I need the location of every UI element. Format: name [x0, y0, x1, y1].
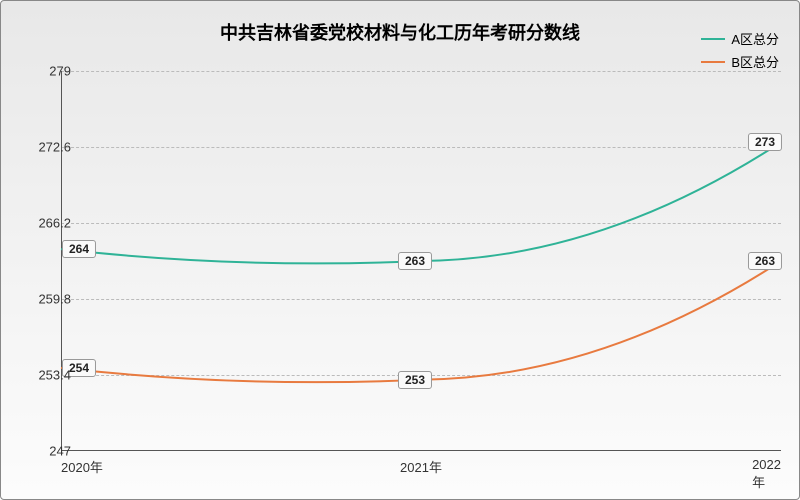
legend-item-b: B区总分 — [701, 52, 779, 71]
y-tick-label: 259.8 — [38, 292, 71, 307]
chart-title: 中共吉林省委党校材料与化工历年考研分数线 — [220, 19, 580, 45]
series-line — [61, 142, 781, 263]
legend: A区总分 B区总分 — [701, 29, 779, 75]
y-tick-label: 279 — [49, 64, 71, 79]
y-tick-label: 266.2 — [38, 216, 71, 231]
legend-swatch-b — [701, 61, 725, 63]
chart-container: 中共吉林省委党校材料与化工历年考研分数线 A区总分 B区总分 264 263 273… — [0, 0, 800, 500]
legend-label-b: B区总分 — [731, 52, 779, 71]
x-tick-label: 2021年 — [400, 457, 442, 476]
x-tick-label: 2020年 — [61, 457, 103, 476]
data-label: 253 — [398, 371, 432, 389]
series-line — [61, 261, 781, 382]
legend-item-a: A区总分 — [701, 29, 779, 48]
x-tick-label: 2022年 — [752, 457, 781, 491]
y-tick-label: 253.4 — [38, 368, 71, 383]
data-label: 273 — [748, 133, 782, 151]
y-tick-label: 272.6 — [38, 140, 71, 155]
legend-swatch-a — [701, 38, 725, 40]
legend-label-a: A区总分 — [731, 29, 779, 48]
data-label: 263 — [748, 252, 782, 270]
data-label: 264 — [62, 240, 96, 258]
data-label: 263 — [398, 252, 432, 270]
